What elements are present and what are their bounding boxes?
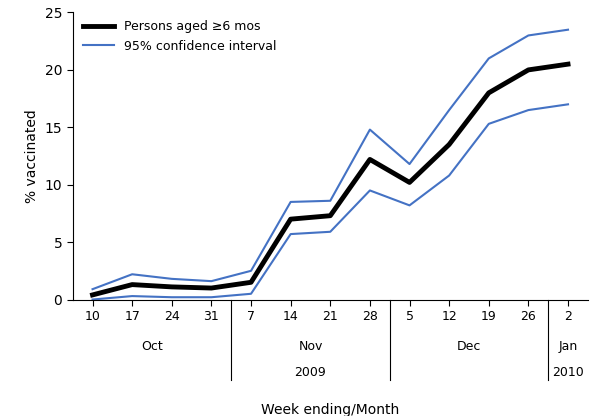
Legend: Persons aged ≥6 mos, 95% confidence interval: Persons aged ≥6 mos, 95% confidence inte… xyxy=(78,15,282,57)
Text: Nov: Nov xyxy=(298,340,322,353)
Text: 2010: 2010 xyxy=(552,366,584,379)
Text: Dec: Dec xyxy=(457,340,481,353)
Y-axis label: % vaccinated: % vaccinated xyxy=(25,109,39,203)
Text: Jan: Jan xyxy=(558,340,578,353)
Text: Week ending/Month: Week ending/Month xyxy=(261,403,399,416)
Text: Oct: Oct xyxy=(141,340,163,353)
Text: 2009: 2009 xyxy=(295,366,327,379)
